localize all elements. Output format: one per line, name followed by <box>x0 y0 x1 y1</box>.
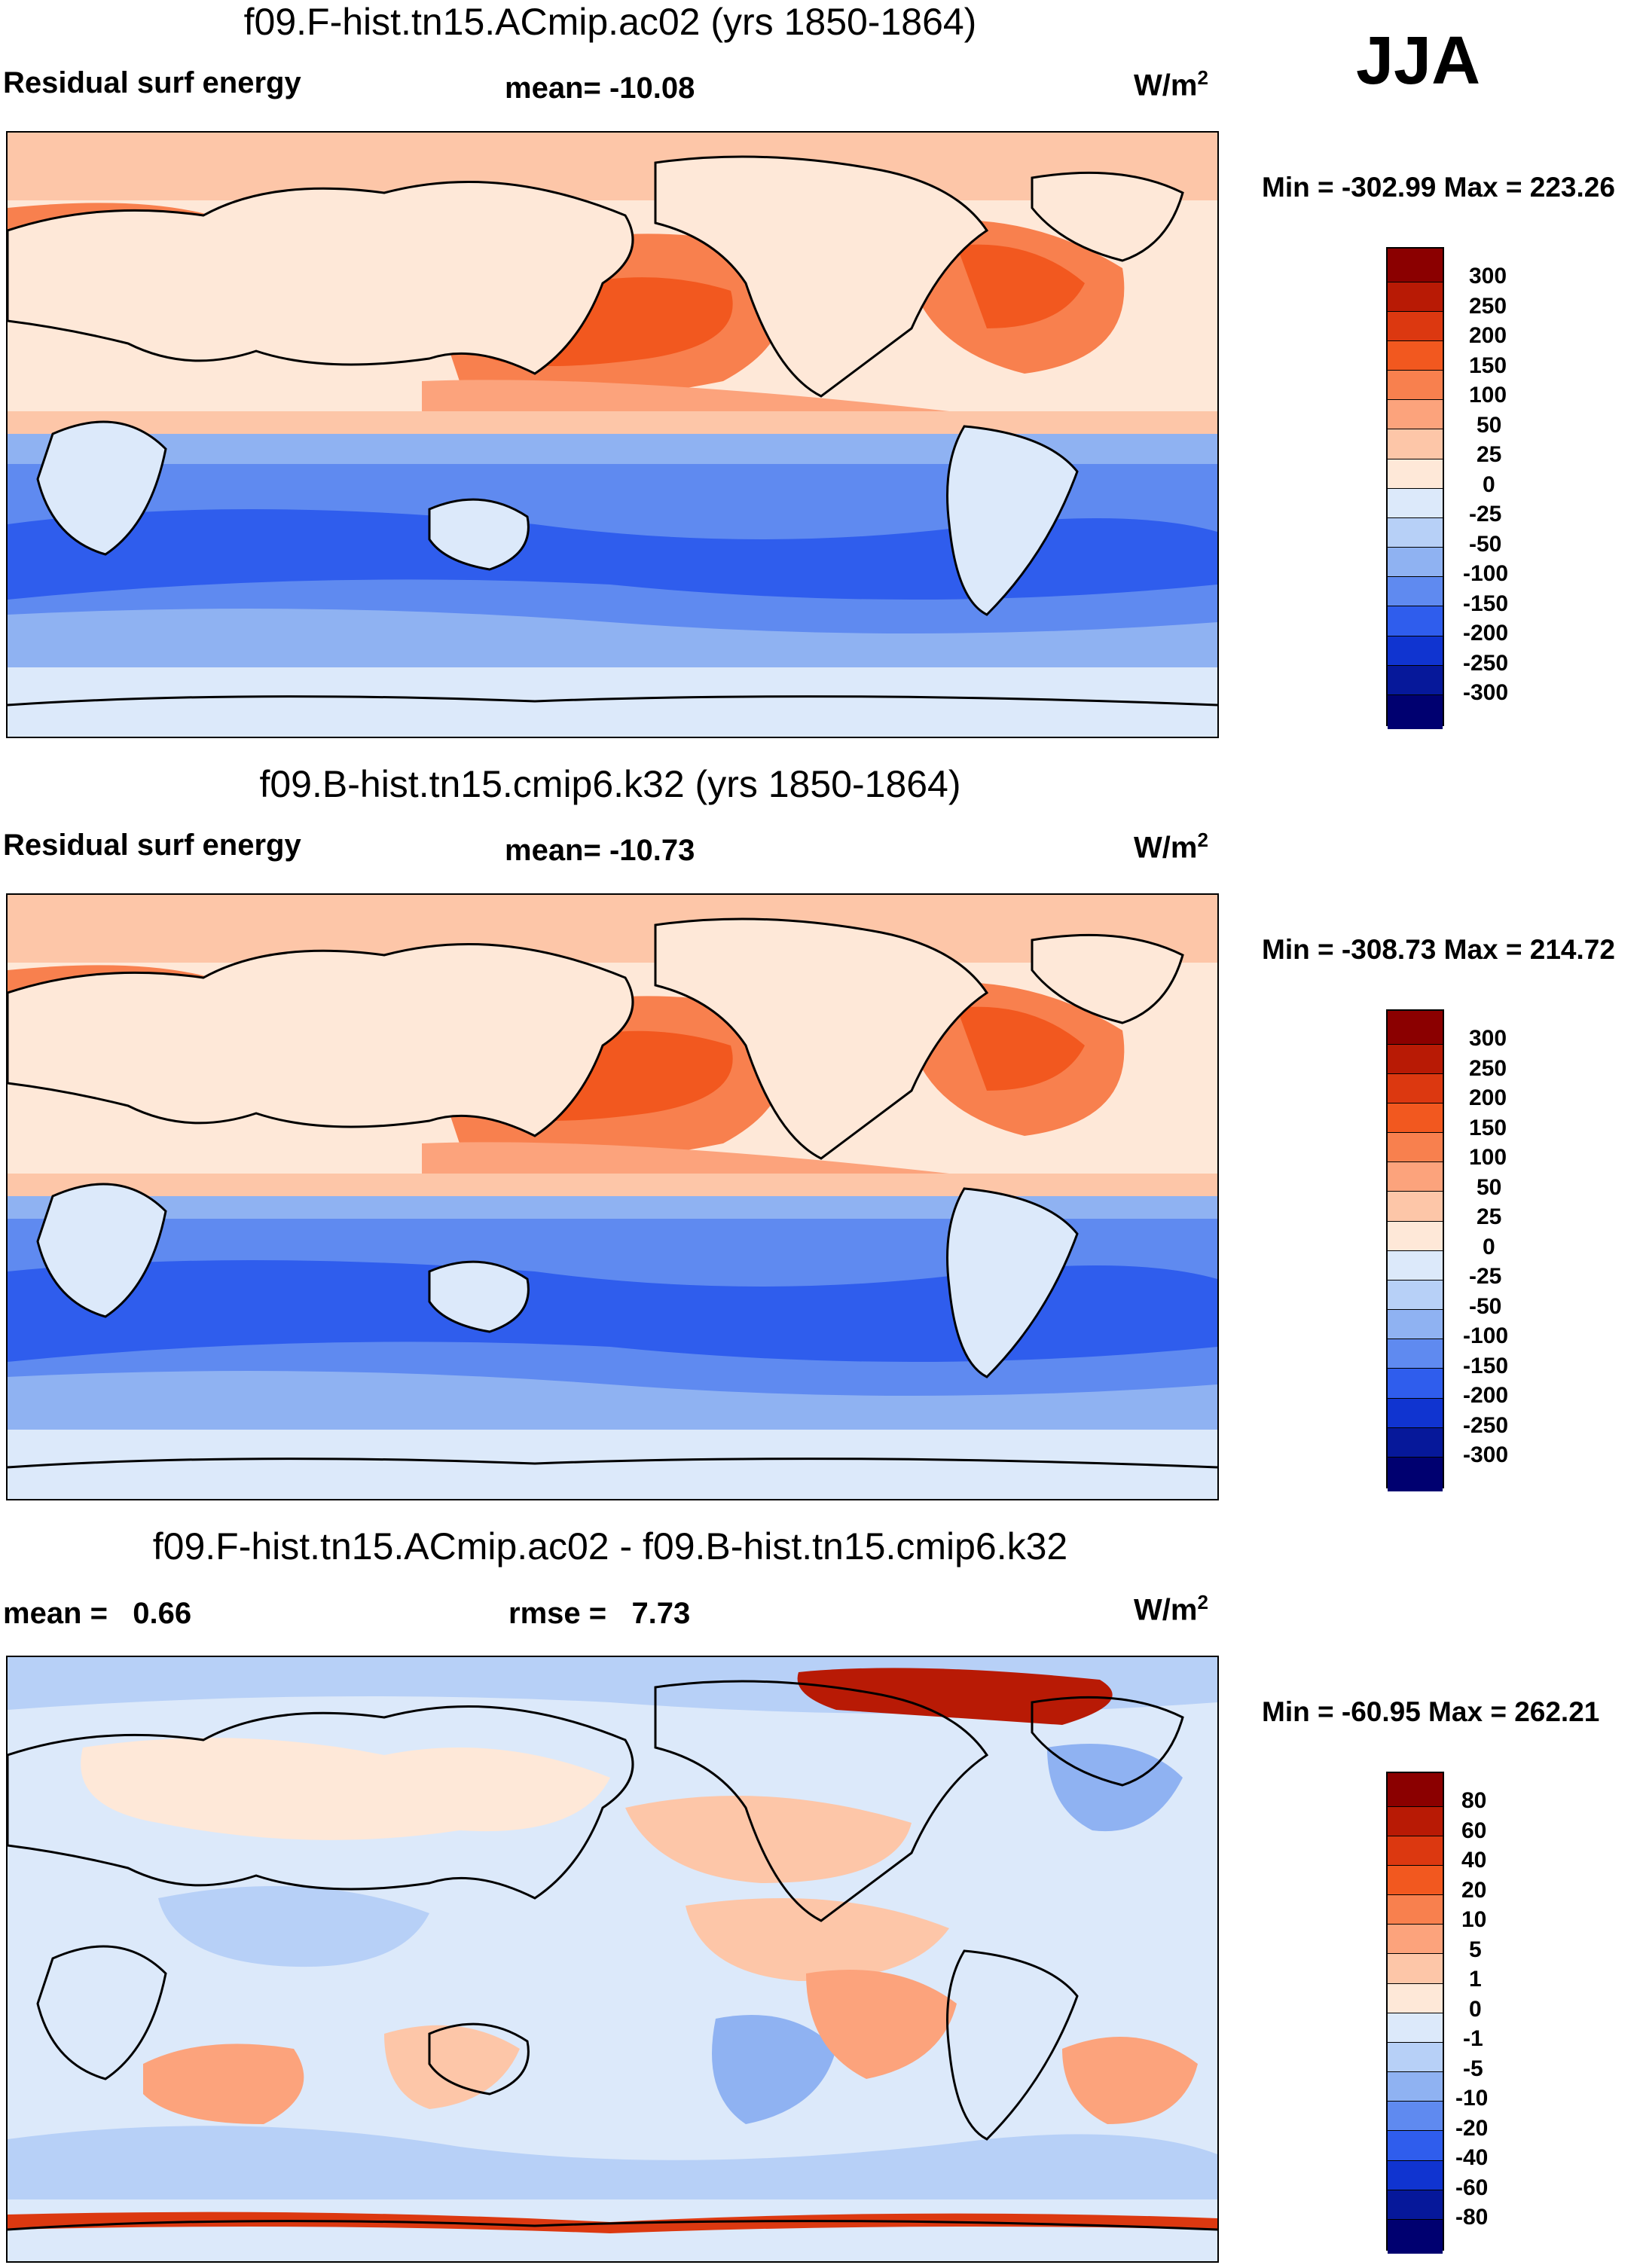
panel1-variable: Residual surf energy <box>3 66 301 99</box>
tick: 40 <box>1461 1848 1487 1873</box>
tick: -10 <box>1455 2086 1489 2111</box>
panel2-units: W/m2 <box>1134 829 1208 865</box>
tick: 25 <box>1477 1204 1502 1229</box>
panel3-map-svg <box>8 1657 1217 2261</box>
tick: 100 <box>1469 1145 1507 1170</box>
panel3-colorbar <box>1386 1772 1444 2254</box>
panel2-title: f09.B-hist.tn15.cmip6.k32 (yrs 1850-1864… <box>259 763 961 805</box>
tick: -50 <box>1469 532 1502 557</box>
tick: 250 <box>1469 294 1507 319</box>
tick: 300 <box>1469 264 1507 288</box>
season-label: JJA <box>1356 23 1481 99</box>
panel3-map <box>6 1656 1219 2263</box>
panel2-mean: mean= -10.73 <box>505 834 695 867</box>
tick: 5 <box>1469 1937 1482 1962</box>
panel3-rmse: rmse = 7.73 <box>508 1597 691 1630</box>
panel1-minmax: Min = -302.99 Max = 223.26 <box>1262 172 1615 203</box>
tick: -20 <box>1455 2116 1489 2141</box>
panel1-units: W/m2 <box>1134 66 1208 102</box>
tick: -25 <box>1469 1264 1502 1289</box>
tick: -60 <box>1455 2175 1489 2200</box>
tick: 25 <box>1477 442 1502 467</box>
panel2-map <box>6 893 1219 1500</box>
tick: -80 <box>1455 2205 1489 2230</box>
tick: 150 <box>1469 353 1507 378</box>
tick: 200 <box>1469 1085 1507 1110</box>
tick: 300 <box>1469 1026 1507 1051</box>
panel1-colorbar <box>1386 247 1444 729</box>
panel2-colorbar <box>1386 1009 1444 1491</box>
tick: -5 <box>1463 2056 1483 2081</box>
tick: -200 <box>1463 621 1509 646</box>
panel2-map-svg <box>8 895 1217 1499</box>
tick: -250 <box>1463 1413 1509 1438</box>
tick: 1 <box>1469 1967 1482 1992</box>
tick: -1 <box>1463 2026 1483 2051</box>
tick: 50 <box>1477 1175 1502 1200</box>
tick: 0 <box>1469 1997 1482 2022</box>
tick: -100 <box>1463 1323 1509 1348</box>
tick: -150 <box>1463 1354 1509 1378</box>
panel1-map <box>6 131 1219 738</box>
tick: 20 <box>1461 1878 1487 1903</box>
panel2-variable: Residual surf energy <box>3 829 301 862</box>
panel3-mean: mean = 0.66 <box>3 1597 192 1630</box>
tick: -200 <box>1463 1383 1509 1408</box>
tick: -300 <box>1463 680 1509 705</box>
tick: 80 <box>1461 1788 1487 1813</box>
tick: -25 <box>1469 502 1502 527</box>
tick: 0 <box>1483 472 1495 497</box>
tick: 200 <box>1469 323 1507 348</box>
panel3-minmax: Min = -60.95 Max = 262.21 <box>1262 1696 1600 1727</box>
panel1-map-svg <box>8 133 1217 737</box>
tick: 250 <box>1469 1056 1507 1081</box>
tick: -100 <box>1463 561 1509 586</box>
tick: 10 <box>1461 1907 1487 1932</box>
panel3-units: W/m2 <box>1134 1591 1208 1627</box>
tick: -300 <box>1463 1442 1509 1467</box>
panel2-minmax: Min = -308.73 Max = 214.72 <box>1262 934 1615 965</box>
tick: 100 <box>1469 383 1507 408</box>
tick: 0 <box>1483 1235 1495 1259</box>
tick: -40 <box>1455 2145 1489 2170</box>
panel1-title: f09.F-hist.tn15.ACmip.ac02 (yrs 1850-186… <box>243 1 977 43</box>
tick: 60 <box>1461 1818 1487 1843</box>
panel1-mean: mean= -10.08 <box>505 72 695 105</box>
tick: -50 <box>1469 1294 1502 1319</box>
tick: -250 <box>1463 651 1509 676</box>
tick: 150 <box>1469 1116 1507 1140</box>
tick: -150 <box>1463 591 1509 616</box>
panel3-title: f09.F-hist.tn15.ACmip.ac02 - f09.B-hist.… <box>152 1525 1068 1567</box>
tick: 50 <box>1477 413 1502 438</box>
